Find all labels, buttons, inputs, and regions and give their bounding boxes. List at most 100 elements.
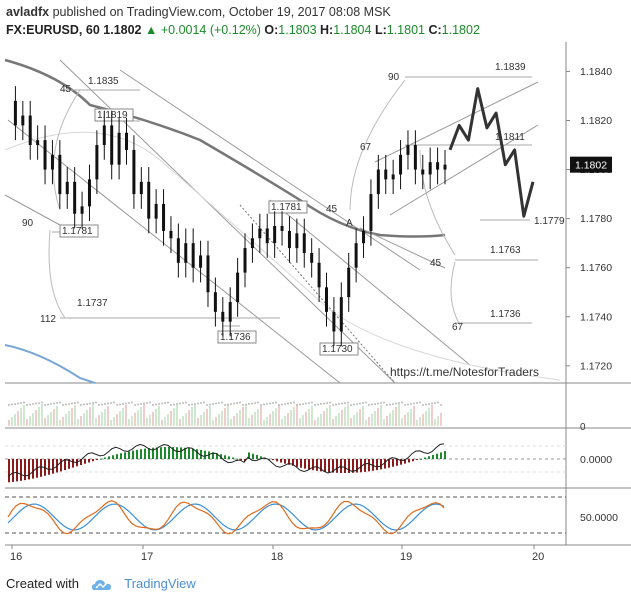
angle-annotation-label: 45: [326, 204, 338, 215]
oscillator-bar: [164, 447, 166, 459]
volume-ma-dot: [353, 403, 355, 406]
oscillator-bar: [296, 459, 298, 467]
volume-bar: [131, 416, 133, 426]
price-annotation-label: 1.1835: [88, 76, 119, 87]
volume-bar: [437, 416, 439, 426]
tradingview-brand[interactable]: TradingView: [124, 576, 196, 591]
candle-body: [332, 311, 336, 332]
candle-body: [250, 238, 254, 249]
volume-ma-dot: [374, 403, 376, 405]
volume-bar: [128, 419, 130, 426]
candle-body: [184, 243, 188, 263]
volume-bar: [386, 416, 388, 426]
time-tick-label: 18: [271, 551, 283, 563]
volume-ma-dot: [320, 403, 322, 405]
price-label-box: [319, 342, 359, 356]
volume-bar: [359, 409, 361, 426]
volume-ma-dot: [299, 403, 301, 406]
price-tick-label: 1.1780: [580, 213, 612, 225]
oscillator-bar: [104, 457, 106, 459]
author-name[interactable]: avladfx: [6, 5, 50, 19]
price-annotation-label: 1.1839: [495, 62, 526, 73]
oscillator-bar: [24, 459, 26, 481]
candle-body: [147, 181, 151, 219]
candle-body: [73, 181, 77, 214]
current-price-label: 1.1802: [575, 160, 607, 172]
oscillator-bar: [412, 459, 414, 462]
volume-bar: [176, 405, 178, 426]
volume-bar: [182, 416, 184, 426]
oscillator-bar: [124, 452, 126, 459]
stoch-mid-label: 50.0000: [580, 512, 618, 524]
volume-ma-dot: [278, 404, 280, 406]
candle-body: [65, 181, 69, 195]
oscillator-bar: [348, 459, 350, 473]
candle-body: [102, 125, 106, 146]
volume-ma-dot: [275, 401, 277, 404]
volume-bar: [83, 413, 85, 426]
time-tick-label: 17: [141, 551, 153, 563]
oscillator-bar: [216, 453, 218, 459]
oscillator-bar: [284, 459, 286, 464]
angle-annotation-label: 90: [388, 72, 400, 83]
volume-ma-dot: [200, 402, 202, 404]
time-tick-label: 19: [400, 551, 412, 563]
oscillator-bar: [92, 459, 94, 462]
candle-body: [339, 297, 343, 332]
volume-ma-dot: [17, 402, 19, 405]
oscillator-bar: [28, 459, 30, 480]
volume-bar: [209, 406, 211, 426]
volume-ma-dot: [113, 401, 115, 404]
volume-ma-dot: [95, 401, 97, 404]
volume-bar: [191, 407, 193, 426]
volume-ma-dot: [383, 401, 385, 404]
volume-bar: [152, 412, 154, 426]
candle-body: [302, 233, 306, 253]
oscillator-bar: [196, 449, 198, 459]
candle-body: [391, 174, 395, 180]
volume-ma-dot: [350, 404, 352, 406]
volume-ma-dot: [431, 402, 433, 405]
volume-bar: [377, 408, 379, 426]
oscillator-bar: [212, 452, 214, 459]
volume-bar: [374, 411, 376, 426]
oscillator-bar: [312, 459, 314, 471]
oscillator-bar: [328, 459, 330, 473]
candle-body: [154, 203, 158, 219]
volume-ma-dot: [188, 404, 190, 406]
oscillator-bar: [356, 459, 358, 473]
oscillator-bar: [336, 459, 338, 473]
oscillator-bar: [376, 459, 378, 471]
volume-bar: [275, 408, 277, 426]
price-annotation-label: 1.1819: [97, 110, 128, 121]
volume-ma-dot: [293, 401, 295, 404]
volume-ma-dot: [20, 402, 22, 404]
low-label: L:: [374, 23, 387, 37]
high-value: 1.1804: [333, 23, 372, 37]
oscillator-bar: [256, 455, 258, 459]
volume-ma-dot: [236, 402, 238, 404]
oscillator-bar: [308, 459, 310, 470]
candle-body: [50, 154, 54, 170]
volume-bar: [236, 413, 238, 426]
oscillator-bar: [200, 449, 202, 459]
oscillator-bar: [32, 459, 34, 479]
price-tick-label: 1.1820: [580, 115, 612, 127]
volume-bar: [173, 408, 175, 426]
volume-ma-dot: [83, 403, 85, 406]
tradingview-cloud-icon: [91, 579, 111, 590]
volume-bar: [278, 405, 280, 426]
volume-bar: [71, 408, 73, 426]
publisher-line: avladfx published on TradingView.com, Oc…: [6, 5, 391, 19]
volume-bar: [389, 413, 391, 426]
volume-ma-dot: [401, 401, 403, 404]
volume-ma-dot: [419, 401, 421, 404]
volume-ma-dot: [317, 403, 319, 406]
volume-ma-dot: [110, 402, 112, 404]
volume-bar: [341, 410, 343, 426]
candle-body: [169, 230, 173, 239]
volume-bar: [14, 414, 16, 426]
angle-annotation-label: 67: [452, 322, 464, 333]
ohlc-line: FX:EURUSD, 60 1.1802 ▲ +0.0014 (+0.12%) …: [6, 23, 480, 37]
